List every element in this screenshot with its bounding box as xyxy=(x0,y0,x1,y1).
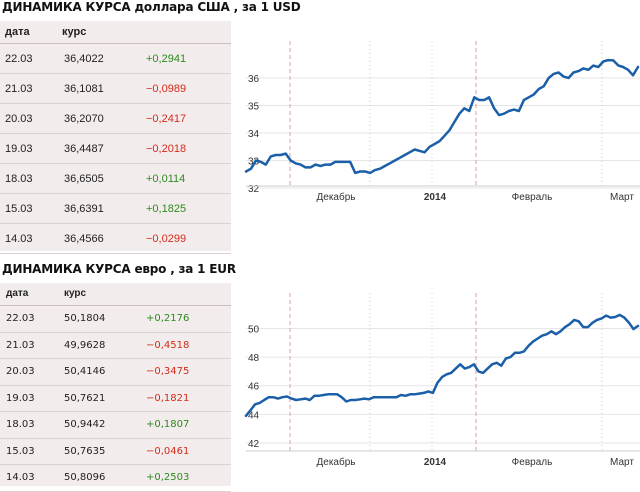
row-rate: 50,8096 xyxy=(64,472,106,483)
row-date: 18.03 xyxy=(5,173,33,185)
row-change: −0,3475 xyxy=(146,366,190,377)
x-tick-label: 2014 xyxy=(424,457,447,468)
row-rate: 36,4487 xyxy=(64,143,104,155)
usd-table-header: дата курс xyxy=(0,21,231,44)
y-tick-label: 32 xyxy=(248,184,260,195)
row-date: 21.03 xyxy=(5,83,33,95)
row-change: +0,1807 xyxy=(146,419,190,430)
eur-title: ДИНАМИКА КУРСА евро , за 1 EUR xyxy=(2,262,236,276)
row-change: +0,0114 xyxy=(146,173,186,185)
series-line xyxy=(244,58,640,175)
row-rate: 50,4146 xyxy=(64,366,106,377)
y-tick-label: 48 xyxy=(248,353,260,364)
x-tick-label: Февраль xyxy=(512,192,553,203)
row-change: −0,4518 xyxy=(146,339,190,351)
row-date: 22.03 xyxy=(6,313,35,324)
row-change: +0,1825 xyxy=(146,203,187,215)
header-rate: курс xyxy=(64,288,87,299)
eur-line-chart: 42 44 46 48 50 Декабрь 2014 Февраль Март xyxy=(244,293,640,468)
table-row: 19.03 36,4487 −0,2018 xyxy=(0,134,231,164)
x-tick-label: 2014 xyxy=(424,192,447,203)
y-tick-label: 35 xyxy=(248,102,260,113)
row-rate: 49,9628 xyxy=(64,339,106,351)
row-change: −0,1821 xyxy=(146,392,190,404)
row-date: 19.03 xyxy=(5,143,33,155)
x-tick-label: Март xyxy=(610,192,634,203)
table-row: 15.03 50,7635 −0,0461 xyxy=(0,439,231,465)
row-change: +0,2941 xyxy=(146,53,187,65)
table-row: 20.03 36,2070 −0,2417 xyxy=(0,104,231,134)
row-date: 20.03 xyxy=(5,113,33,125)
table-row: 18.03 36,6505 +0,0114 xyxy=(0,164,231,194)
y-tick-label: 44 xyxy=(248,410,260,421)
usd-table-body: 22.03 36,4022 +0,2941 21.03 36,1081 −0,0989 20… xyxy=(0,44,231,254)
row-rate: 36,4566 xyxy=(64,233,104,245)
row-date: 14.03 xyxy=(5,233,33,245)
y-tick-label: 36 xyxy=(248,74,260,85)
row-date: 20.03 xyxy=(6,366,35,377)
table-row: 21.03 49,9628 −0,4518 xyxy=(0,333,231,359)
x-tick-label: Декабрь xyxy=(317,456,356,468)
table-row: 21.03 36,1081 −0,0989 xyxy=(0,74,231,104)
row-change: +0,2176 xyxy=(146,313,190,324)
eur-table-body: 22.03 50,1804 +0,2176 21.03 49,9628 −0,4518 20… xyxy=(0,306,231,492)
table-row: 20.03 50,4146 −0,3475 xyxy=(0,359,231,386)
row-change: −0,2018 xyxy=(146,143,187,155)
row-rate: 50,1804 xyxy=(64,313,106,324)
table-row: 14.03 36,4566 −0,0299 xyxy=(0,224,231,254)
row-rate: 50,7621 xyxy=(64,392,106,404)
table-row: 22.03 36,4022 +0,2941 xyxy=(0,44,231,74)
y-tick-label: 34 xyxy=(248,129,260,140)
y-tick-label: 42 xyxy=(248,439,260,450)
row-date: 19.03 xyxy=(6,392,35,404)
row-rate: 36,1081 xyxy=(64,83,104,95)
table-row: 14.03 50,8096 +0,2503 xyxy=(0,465,231,492)
header-date: дата xyxy=(6,288,29,299)
table-row: 15.03 36,6391 +0,1825 xyxy=(0,194,231,224)
y-tick-label: 50 xyxy=(248,324,260,335)
row-rate: 36,4022 xyxy=(64,53,104,65)
row-change: −0,2417 xyxy=(146,113,187,125)
row-date: 15.03 xyxy=(6,445,35,457)
usd-rate-table: дата курс 22.03 36,4022 +0,2941 21.03 36,108… xyxy=(0,21,231,254)
row-date: 21.03 xyxy=(6,339,35,351)
table-row: 22.03 50,1804 +0,2176 xyxy=(0,306,231,333)
row-date: 18.03 xyxy=(6,419,35,430)
eur-rate-table: дата курс 22.03 50,1804 +0,2176 21.03 49,962… xyxy=(0,283,231,492)
row-rate: 36,2070 xyxy=(64,113,104,125)
row-date: 15.03 xyxy=(5,203,33,215)
row-date: 14.03 xyxy=(6,472,35,483)
header-date: дата xyxy=(5,26,30,38)
row-change: −0,0299 xyxy=(146,233,187,245)
row-change: −0,0989 xyxy=(146,83,187,95)
y-tick-label: 46 xyxy=(248,382,260,393)
row-rate: 50,9442 xyxy=(64,419,106,430)
x-tick-label: Февраль xyxy=(512,457,553,468)
row-date: 22.03 xyxy=(5,53,33,65)
row-change: −0,0461 xyxy=(146,445,190,457)
header-rate: курс xyxy=(62,26,87,38)
table-row: 18.03 50,9442 +0,1807 xyxy=(0,412,231,439)
row-rate: 36,6505 xyxy=(64,173,104,185)
row-rate: 50,7635 xyxy=(64,445,106,457)
eur-table-header: дата курс xyxy=(0,283,231,306)
row-rate: 36,6391 xyxy=(64,203,104,215)
usd-title: ДИНАМИКА КУРСА доллара США , за 1 USD xyxy=(2,0,301,14)
x-tick-label: Декабрь xyxy=(317,191,356,203)
row-change: +0,2503 xyxy=(146,472,190,483)
x-tick-label: Март xyxy=(610,457,634,468)
table-row: 19.03 50,7621 −0,1821 xyxy=(0,386,231,412)
series-line xyxy=(244,313,640,418)
